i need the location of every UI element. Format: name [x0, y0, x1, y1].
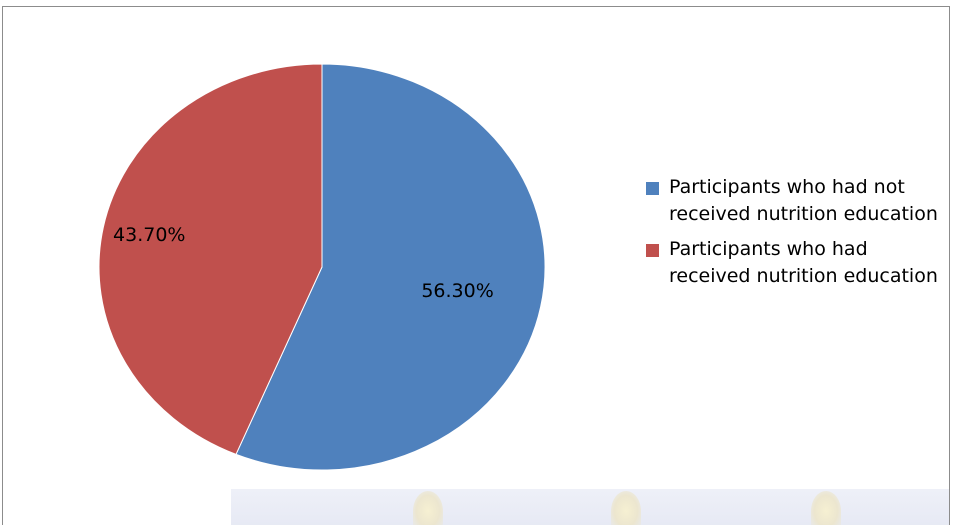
watermark-mark — [811, 491, 841, 525]
legend-label: Participants who had not received nutrit… — [669, 176, 938, 225]
data-label: 43.70% — [113, 224, 185, 246]
legend-label: Participants who had received nutrition … — [669, 238, 938, 287]
watermark-mark — [611, 491, 641, 525]
pie-slices — [98, 63, 546, 471]
pie-slice — [235, 63, 546, 471]
pie-labels: 56.30% 43.70% — [113, 224, 494, 302]
legend: Participants who had not received nutrit… — [646, 174, 946, 298]
legend-swatch — [646, 182, 659, 195]
legend-item: Participants who had not received nutrit… — [646, 174, 946, 228]
pie-slice — [98, 63, 323, 455]
legend-swatch — [646, 244, 659, 257]
data-label: 56.30% — [421, 280, 493, 302]
legend-item: Participants who had received nutrition … — [646, 236, 946, 290]
watermark-mark — [413, 491, 443, 525]
